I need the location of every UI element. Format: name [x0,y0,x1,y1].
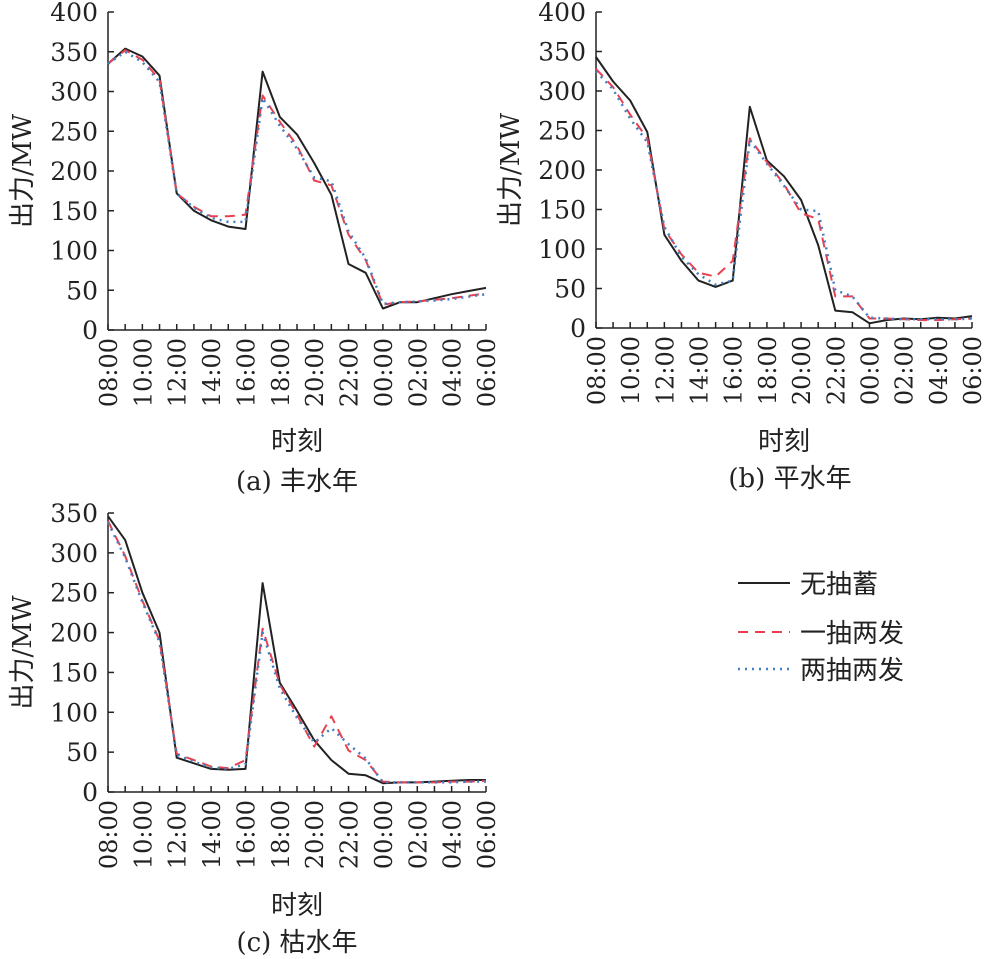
x-tick-label-a: 22:00 [336,338,364,407]
series-line-no-pumped-storage-b [595,56,973,325]
y-tick-label-c: 100 [50,698,98,727]
y-axis-label-a: 出力/MW [8,114,38,228]
series-line-no-pumped-storage-a [107,47,487,310]
series-line-two-pump-two-gen-a [107,50,487,306]
x-tick-label-c: 20:00 [301,800,329,869]
x-tick-label-b: 14:00 [686,336,714,405]
y-axis-label-c: 出力/MW [8,595,38,709]
x-tick-label-a: 18:00 [267,338,295,407]
x-tick-label-b: 12:00 [651,336,679,405]
chart-c: 0 50 100 150 200 250 300 350 08:00 10:00 12:00 14:0… [8,499,501,958]
series-line-one-pump-two-gen-b [595,68,973,322]
series-line-one-pump-two-gen-a [107,49,487,306]
y-tick-label-c: 300 [50,539,98,568]
y-axis-label-b: 出力/MW [496,113,526,227]
y-tick-label-a: 250 [50,117,98,146]
y-tick-label-b: 50 [554,275,586,304]
x-tick-label-a: 10:00 [129,338,157,407]
y-tick-label-b: 250 [538,117,586,146]
x-tick-label-c: 12:00 [164,800,192,869]
y-tick-label-c: 200 [50,619,98,648]
caption-b: (b) 平水年 [728,464,851,494]
x-tick-label-a: 04:00 [439,338,467,407]
y-tick-label-b: 100 [538,235,586,264]
y-tick-label-c: 150 [50,658,98,687]
x-axis-label-b: 时刻 [758,427,810,457]
y-tick-label-c: 50 [66,738,98,767]
x-tick-label-c: 02:00 [404,800,432,869]
x-tick-label-c: 08:00 [95,800,123,869]
x-tick-label-c: 16:00 [232,800,260,869]
x-tick-label-b: 16:00 [720,336,748,405]
x-tick-label-a: 12:00 [164,338,192,407]
x-tick-label-a: 06:00 [473,338,501,407]
series-line-no-pumped-storage-c [107,515,486,785]
x-tick-label-b: 04:00 [925,336,953,405]
x-tick-label-b: 08:00 [583,336,611,405]
series-line-two-pump-two-gen-b [595,70,973,321]
x-tick-label-c: 22:00 [336,800,364,869]
y-tick-label-a: 0 [82,316,98,345]
x-tick-label-c: 06:00 [473,800,501,869]
x-tick-label-c: 14:00 [198,800,226,869]
x-tick-label-b: 06:00 [959,336,987,405]
x-tick-label-c: 04:00 [439,800,467,869]
y-tick-label-b: 350 [538,38,586,67]
legend-label-no-pumped-storage: 无抽蓄 [800,570,878,600]
legend-label-two-pump-two-gen: 两抽两发 [800,656,904,686]
x-axis-label-c: 时刻 [271,891,323,921]
y-tick-label-b: 400 [538,0,586,27]
y-tick-label-a: 350 [50,38,98,67]
y-tick-label-a: 50 [66,276,98,305]
x-tick-label-c: 00:00 [370,800,398,869]
y-tick-label-b: 0 [570,314,586,343]
series-line-two-pump-two-gen-c [106,522,486,784]
x-tick-label-a: 16:00 [232,338,260,407]
x-tick-label-a: 00:00 [370,338,398,407]
x-tick-label-b: 18:00 [754,336,782,405]
x-tick-label-b: 00:00 [856,336,884,405]
x-tick-label-a: 14:00 [198,338,226,407]
y-tick-label-a: 200 [50,157,98,186]
x-tick-label-a: 02:00 [404,338,432,407]
x-axis-label-a: 时刻 [271,427,323,457]
caption-a: (a) 丰水年 [236,467,358,497]
x-tick-label-b: 10:00 [617,336,645,405]
y-tick-label-c: 350 [50,499,98,528]
y-tick-label-c: 0 [82,778,98,807]
y-tick-label-a: 300 [50,78,98,107]
y-tick-label-b: 300 [538,77,586,106]
caption-c: (c) 枯水年 [236,928,357,958]
x-tick-label-c: 18:00 [267,800,295,869]
x-tick-label-a: 20:00 [301,338,329,407]
y-tick-label-a: 400 [50,0,98,27]
x-tick-label-c: 10:00 [129,800,157,869]
y-tick-label-a: 150 [50,197,98,226]
legend: 无抽蓄 一抽两发 两抽两发 [738,570,904,686]
x-tick-label-b: 20:00 [788,336,816,405]
x-tick-label-b: 02:00 [891,336,919,405]
y-tick-label-b: 200 [538,156,586,185]
y-tick-label-a: 100 [50,237,98,266]
x-tick-label-b: 22:00 [822,336,850,405]
x-tick-label-a: 08:00 [95,338,123,407]
series-line-one-pump-two-gen-c [107,520,487,784]
legend-label-one-pump-two-gen: 一抽两发 [800,619,904,649]
y-tick-label-b: 150 [538,196,586,225]
y-tick-label-c: 250 [50,579,98,608]
